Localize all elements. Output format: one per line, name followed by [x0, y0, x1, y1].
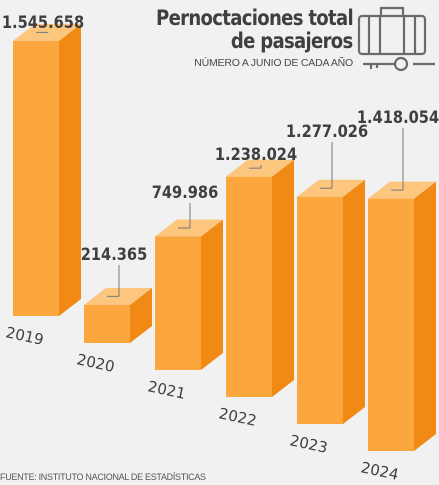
bar-side-face: [414, 181, 436, 451]
bar-front-face: [297, 196, 343, 424]
x-tick-label: 2019: [4, 323, 45, 349]
bar-2024: [368, 181, 436, 451]
x-tick-label: 2022: [217, 404, 258, 430]
data-label: 1.545.658: [2, 12, 84, 32]
chart-title-line-2: de pasajeros: [231, 29, 353, 53]
data-label: 1.238.024: [215, 144, 297, 164]
bar-2021: [155, 219, 223, 370]
suitcase-key-icon: [357, 6, 435, 72]
data-label: 1.418.054: [357, 107, 439, 127]
bar-2023: [297, 179, 365, 424]
source-note: FUENTE: INSTITUTO NACIONAL DE ESTADÍSTIC…: [0, 472, 206, 482]
bar-side-face: [59, 23, 81, 317]
x-tick-label: 2024: [359, 458, 400, 484]
bar-side-face: [201, 219, 223, 370]
x-tick-label: 2020: [75, 350, 116, 376]
data-label: 214.365: [81, 244, 148, 264]
x-tick-label: 2023: [288, 431, 329, 457]
bar-side-face: [130, 287, 152, 343]
bar-side-face: [343, 179, 365, 424]
bar-side-face: [272, 159, 294, 397]
data-label: 749.986: [152, 182, 219, 202]
data-label: 1.277.026: [286, 121, 368, 141]
chart-title-line-1: Pernoctaciones total: [156, 6, 354, 30]
bar-2022: [226, 159, 294, 397]
x-tick-label: 2021: [146, 377, 187, 403]
bar-front-face: [84, 304, 130, 343]
bar-2019: [13, 23, 81, 317]
bar-front-face: [155, 236, 201, 370]
bar-front-face: [226, 176, 272, 397]
bar-front-face: [13, 40, 59, 317]
bar-front-face: [368, 198, 414, 451]
chart-subtitle: NÚMERO A JUNIO DE CADA AÑO: [194, 57, 353, 69]
